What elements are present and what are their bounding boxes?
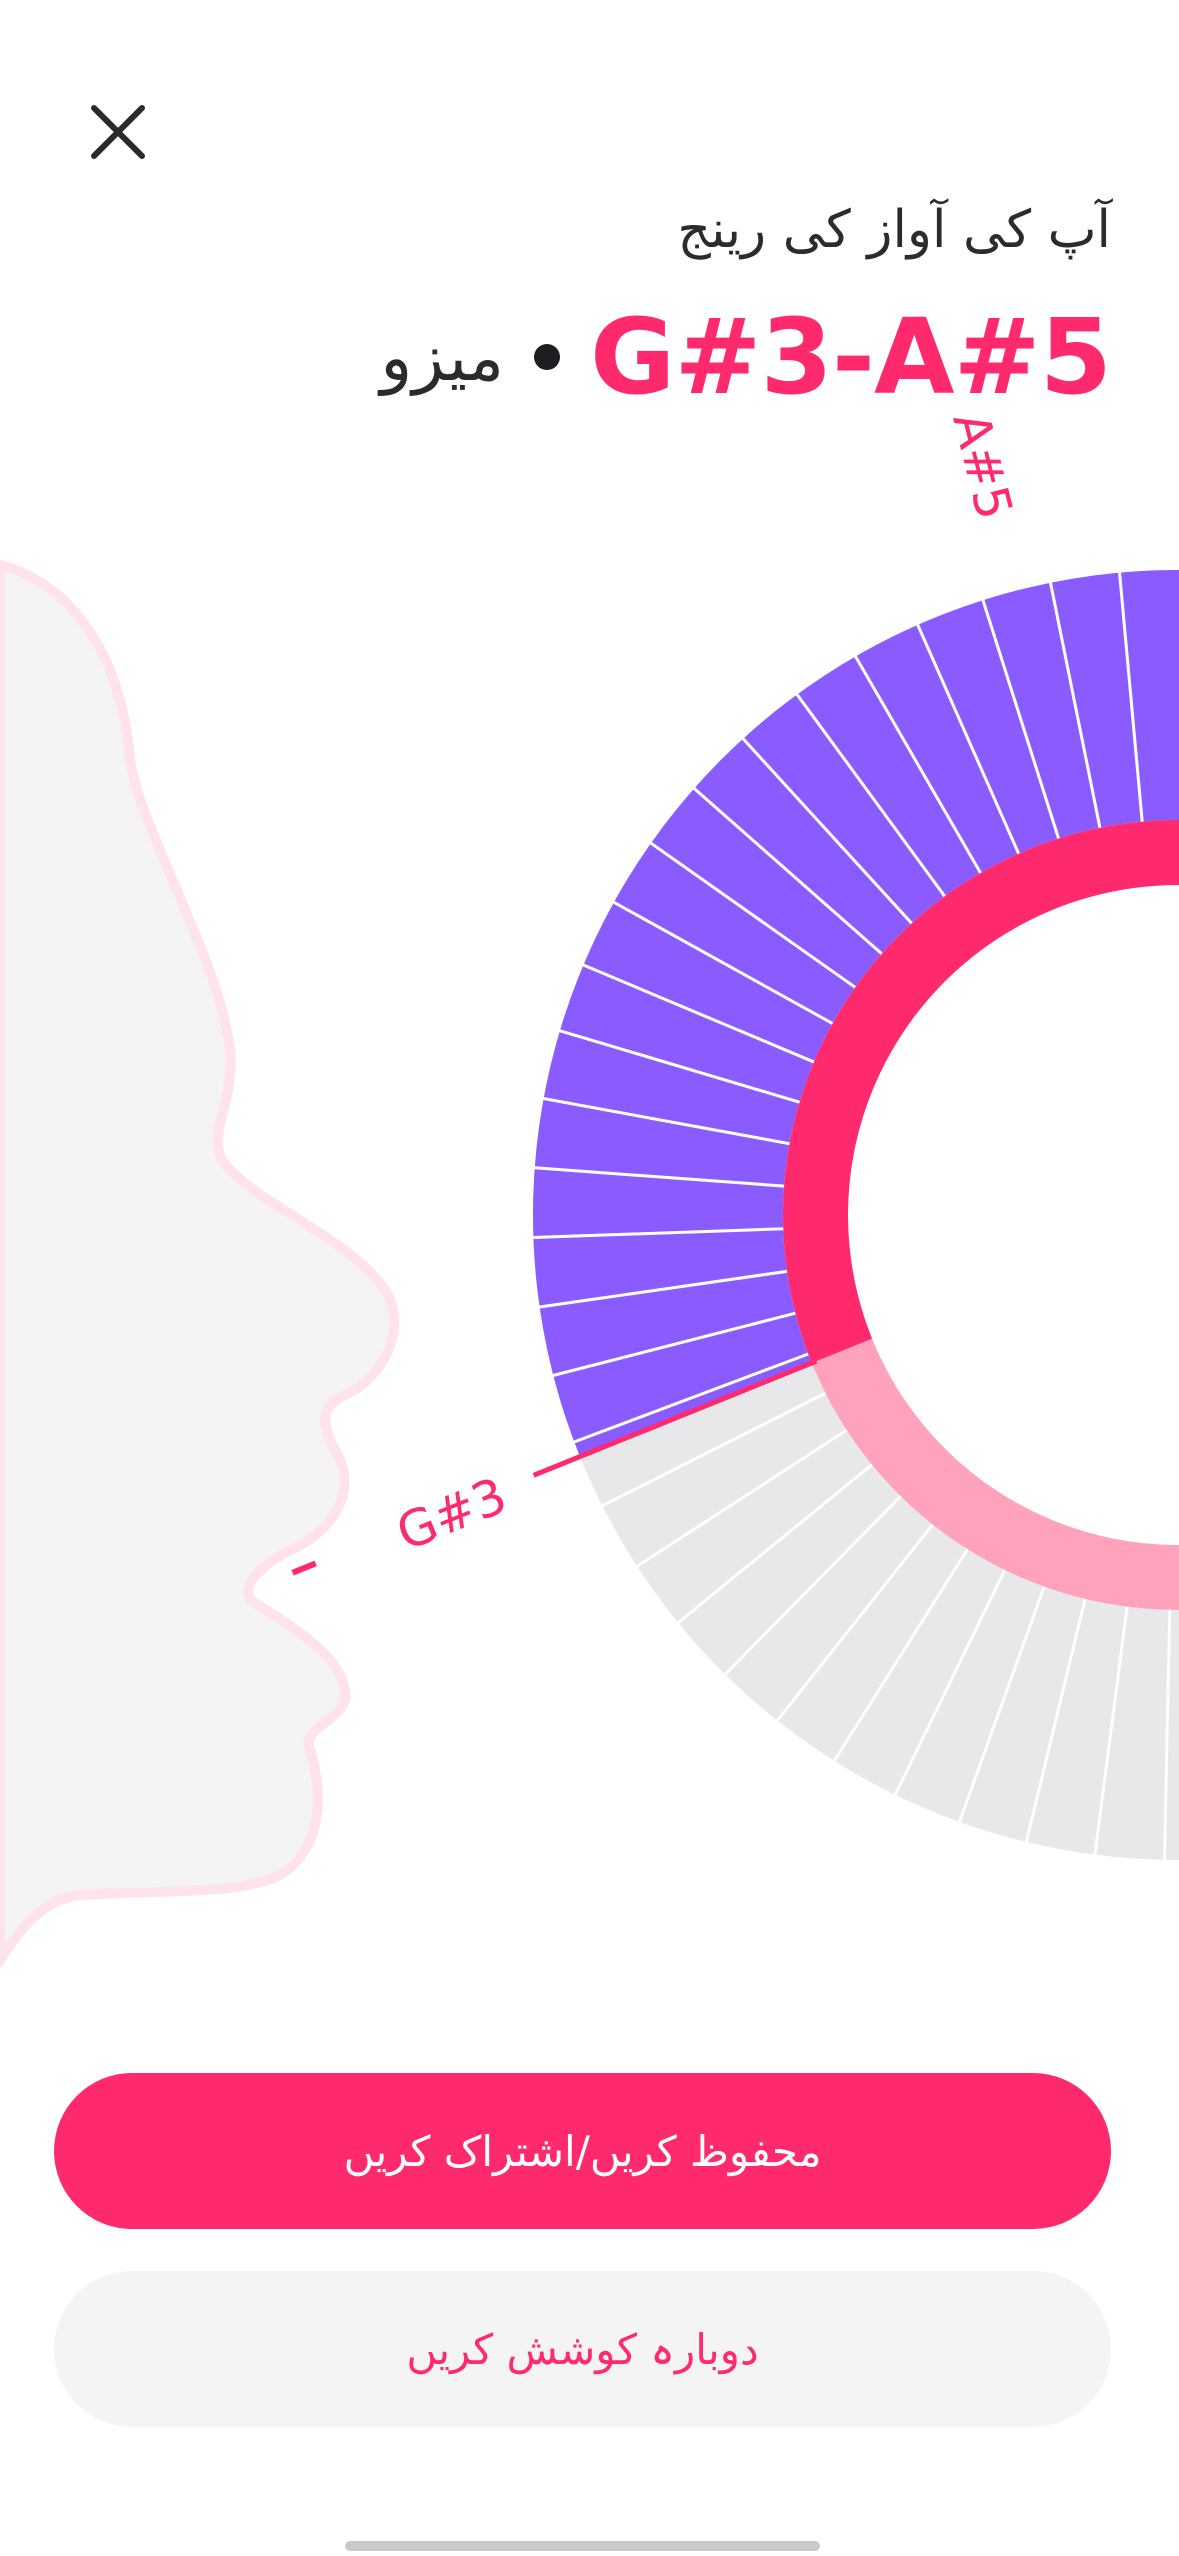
close-icon	[91, 105, 145, 159]
bar-divider	[611, 1428, 848, 1584]
inner-ring-active	[783, 820, 1179, 1363]
range-summary: میزو G#3-A#5	[380, 292, 1112, 422]
close-button[interactable]	[78, 92, 158, 172]
bar-divider	[947, 1586, 1046, 1851]
high-note-label: A#5	[941, 407, 1023, 526]
bar-divider	[555, 952, 815, 1064]
voice-type: میزو	[380, 318, 504, 396]
vocal-range-chart: A#5 G#3	[0, 407, 1179, 1970]
bar-divider	[574, 1391, 827, 1521]
bar-divider	[880, 1569, 1007, 1823]
bar-divider	[1115, 542, 1144, 822]
bar-divider	[513, 1091, 790, 1146]
low-note-marker	[532, 1358, 818, 1478]
bar-divider	[904, 596, 1020, 855]
bar-divider	[721, 715, 913, 925]
retry-button[interactable]: دوبارہ کوشش کریں	[54, 2271, 1111, 2427]
range-value: G#3-A#5	[589, 296, 1112, 418]
bar-divider	[530, 1020, 800, 1104]
bar-divider	[586, 886, 834, 1025]
bar-divider	[1043, 553, 1102, 829]
bar-divider	[702, 1495, 902, 1697]
bar-divider	[509, 1269, 788, 1313]
bar-divider	[778, 669, 946, 898]
bar-divider	[625, 824, 857, 989]
bar-divider	[1089, 1606, 1129, 1885]
bar-divider	[757, 1523, 934, 1745]
low-note-dash	[291, 1560, 317, 1576]
bar-divider	[1162, 1609, 1172, 1890]
bar-divider	[839, 629, 982, 874]
range-fill	[533, 570, 1179, 1457]
range-label: آپ کی آواز کی رینج	[677, 200, 1111, 260]
bar-divider	[1017, 1598, 1087, 1872]
bar-divider	[972, 571, 1060, 839]
bar-divider	[817, 1548, 969, 1787]
home-indicator	[345, 2541, 820, 2551]
separator-dot	[533, 344, 560, 370]
face-silhouette	[0, 559, 400, 1970]
bar-divider	[670, 767, 883, 955]
bar-divider	[523, 1311, 796, 1385]
low-note-label: G#3	[389, 1466, 515, 1562]
bar-divider	[545, 1352, 809, 1454]
bar-divider	[503, 1227, 784, 1241]
bar-divider	[653, 1463, 873, 1643]
bar-divider	[504, 1164, 785, 1188]
save-share-button[interactable]: محفوظ کریں/اشتراک کریں	[54, 2073, 1111, 2229]
